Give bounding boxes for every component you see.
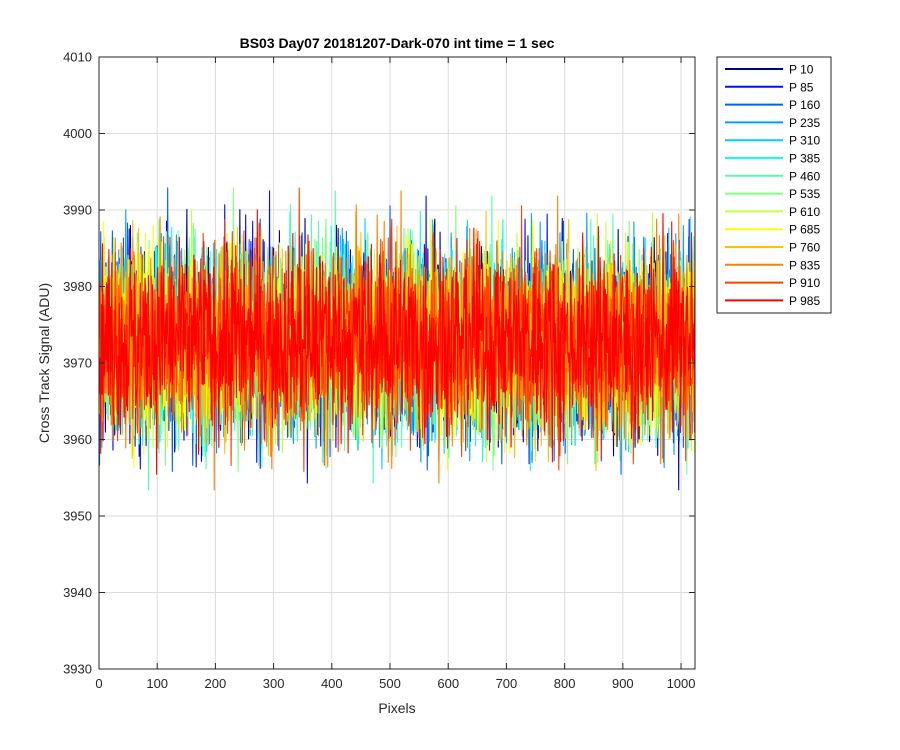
legend-label: P 160	[789, 98, 820, 112]
legend-label: P 610	[789, 205, 820, 219]
y-tick-label: 3960	[63, 432, 92, 447]
y-tick-label: 4000	[63, 126, 92, 141]
x-axis-label: Pixels	[378, 700, 415, 716]
x-tick-label: 500	[379, 676, 401, 691]
legend-label: P 235	[789, 116, 820, 130]
series-layer	[99, 187, 695, 491]
y-tick-label: 3970	[63, 356, 92, 371]
x-tick-label: 300	[263, 676, 285, 691]
y-tick-label: 3930	[63, 662, 92, 677]
legend-label: P 310	[789, 134, 820, 148]
x-tick-label: 600	[437, 676, 459, 691]
chart-title: BS03 Day07 20181207-Dark-070 int time = …	[240, 35, 555, 51]
legend-label: P 835	[789, 258, 820, 272]
legend-label: P 760	[789, 241, 820, 255]
series-line	[99, 209, 695, 475]
x-tick-label: 400	[321, 676, 343, 691]
legend-label: P 385	[789, 152, 820, 166]
legend-label: P 10	[789, 63, 814, 77]
x-tick-label: 900	[612, 676, 634, 691]
legend-box	[716, 56, 832, 314]
y-tick-label: 3950	[63, 509, 92, 524]
x-tick-label: 0	[95, 676, 102, 691]
legend-label: P 85	[789, 80, 814, 94]
legend-label: P 535	[789, 187, 820, 201]
legend-label: P 910	[789, 276, 820, 290]
y-tick-label: 4010	[63, 50, 92, 65]
y-axis-label: Cross Track Signal (ADU)	[36, 283, 52, 443]
x-tick-label: 1000	[667, 676, 696, 691]
legend-label: P 460	[789, 169, 820, 183]
x-tick-label: 800	[554, 676, 576, 691]
legend[interactable]: P 10 P 85 P 160 P 235 P 310 P 385 P 460 P 535 P …	[716, 56, 832, 314]
y-tick-label: 3940	[63, 585, 92, 600]
plot-area: 0 100 200 300 400 500 600 700 800 900 1000 3930 3940…	[63, 50, 696, 692]
legend-label: P 985	[789, 294, 820, 308]
y-tick-label: 3980	[63, 279, 92, 294]
x-tick-label: 700	[496, 676, 518, 691]
x-tick-label: 100	[146, 676, 168, 691]
y-tick-label: 3990	[63, 203, 92, 218]
ticks: 0 100 200 300 400 500 600 700 800 900 1000 3930 3940…	[63, 50, 695, 692]
legend-label: P 685	[789, 223, 820, 237]
x-tick-label: 200	[205, 676, 227, 691]
